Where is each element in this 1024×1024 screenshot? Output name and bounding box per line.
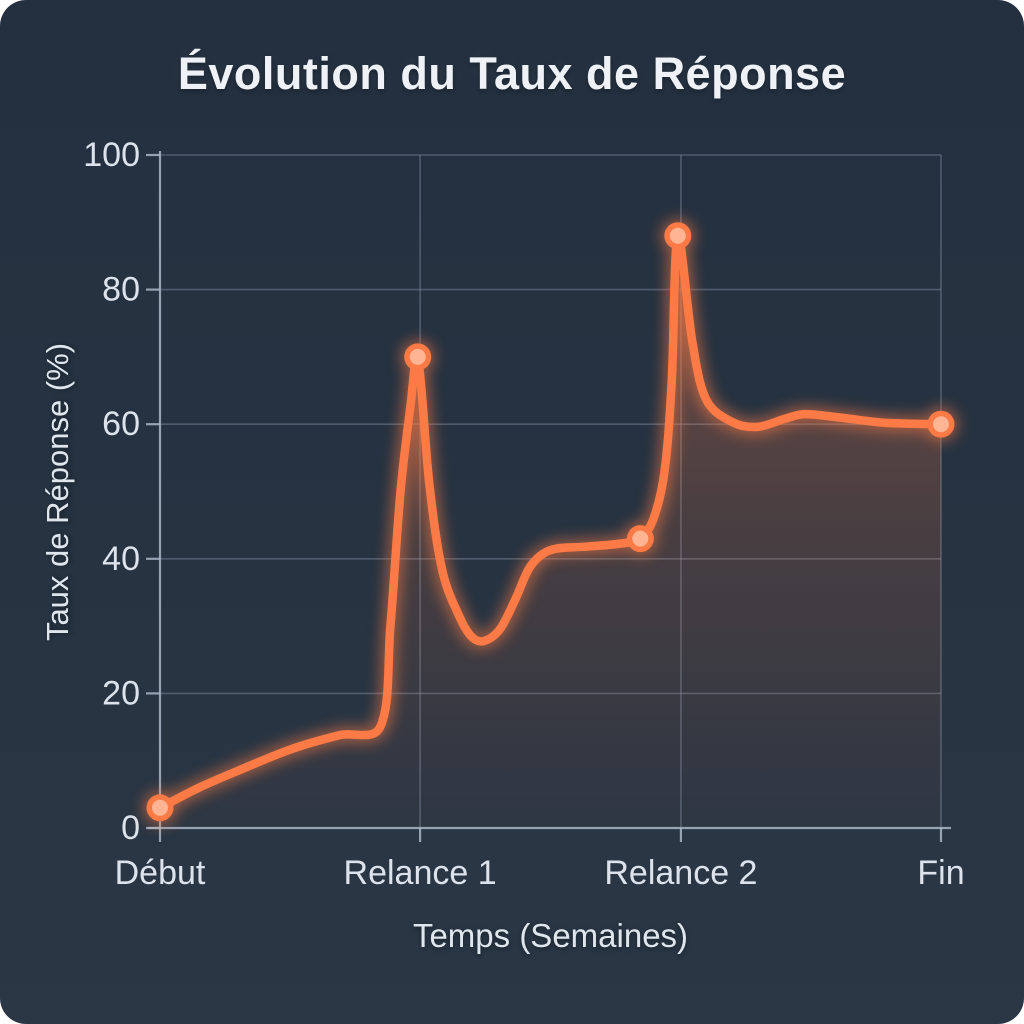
x-tick-label: Début [115,854,206,892]
series-line [155,231,946,813]
x-tick-label: Relance 1 [344,854,497,892]
data-point-marker-center [632,530,649,547]
y-tick-label: 60 [102,405,140,443]
area-fill [160,235,941,828]
x-tick-label: Fin [917,854,964,892]
data-point-marker-center [409,348,426,365]
x-axis-title: Temps (Semaines) [412,917,689,954]
y-tick-label: 40 [102,540,140,578]
data-point-marker-center [152,799,168,816]
y-tick-label: 0 [121,809,140,847]
x-tick-label: Relance 2 [604,854,757,892]
data-point-marker-center [933,416,949,433]
y-tick-label: 100 [83,136,140,174]
data-point-marker-center [669,227,686,244]
y-tick-label: 20 [102,674,140,712]
chart-title: Évolution du Taux de Réponse [177,48,847,99]
y-tick-label: 80 [102,271,140,309]
